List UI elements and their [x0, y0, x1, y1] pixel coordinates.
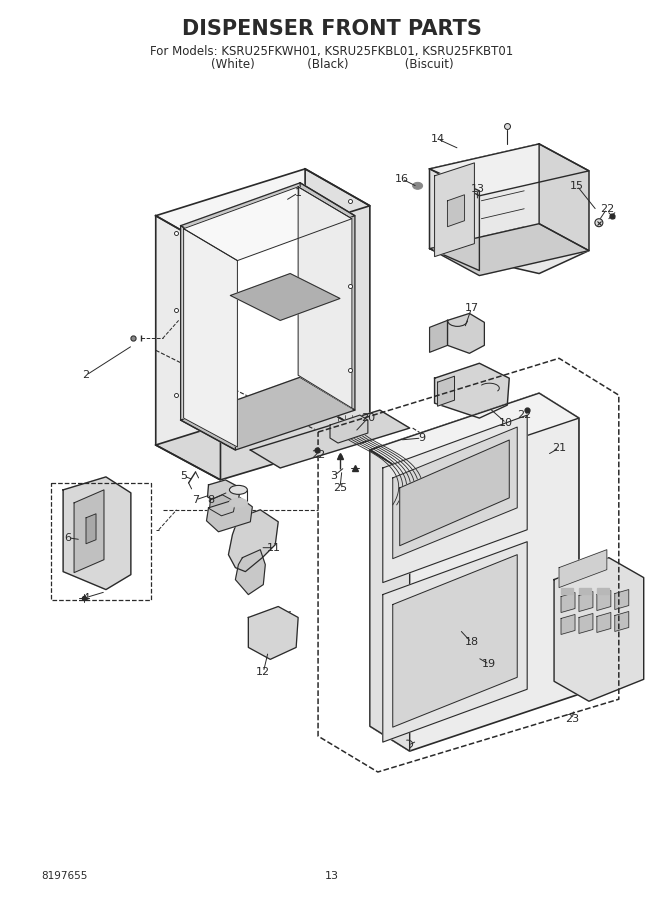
Polygon shape — [438, 376, 454, 406]
Polygon shape — [393, 554, 517, 727]
Text: 10: 10 — [499, 418, 513, 428]
Polygon shape — [300, 183, 355, 410]
Text: For Models: KSRU25FKWH01, KSRU25FKBL01, KSRU25FKBT01: For Models: KSRU25FKWH01, KSRU25FKBL01, … — [150, 45, 513, 58]
Polygon shape — [448, 313, 484, 354]
Text: 9: 9 — [418, 433, 425, 443]
Ellipse shape — [229, 499, 247, 508]
Text: 20: 20 — [361, 413, 375, 423]
Polygon shape — [579, 591, 593, 611]
Text: 6: 6 — [65, 533, 72, 543]
Polygon shape — [184, 229, 237, 447]
Polygon shape — [370, 393, 579, 752]
Polygon shape — [615, 590, 628, 609]
Polygon shape — [250, 410, 410, 468]
Polygon shape — [430, 144, 589, 196]
Polygon shape — [207, 480, 240, 506]
Polygon shape — [383, 542, 527, 742]
Polygon shape — [430, 169, 479, 271]
Polygon shape — [156, 398, 370, 480]
Text: 14: 14 — [430, 134, 445, 144]
Bar — [561, 588, 573, 594]
Text: 21: 21 — [552, 443, 566, 453]
Polygon shape — [156, 169, 370, 253]
Text: DISPENSER FRONT PARTS: DISPENSER FRONT PARTS — [182, 19, 482, 40]
Text: 19: 19 — [482, 660, 496, 670]
Polygon shape — [235, 550, 265, 595]
Polygon shape — [74, 490, 104, 572]
Polygon shape — [370, 393, 579, 475]
Polygon shape — [156, 216, 221, 480]
Polygon shape — [615, 611, 628, 632]
Text: 8: 8 — [207, 495, 214, 505]
Polygon shape — [209, 495, 235, 516]
Polygon shape — [430, 224, 589, 275]
Text: 11: 11 — [267, 543, 281, 553]
Polygon shape — [539, 144, 589, 250]
Bar — [51, 483, 151, 599]
Ellipse shape — [229, 485, 247, 494]
Polygon shape — [184, 187, 352, 261]
Polygon shape — [63, 477, 131, 590]
Ellipse shape — [595, 219, 603, 227]
Text: 12: 12 — [256, 667, 271, 678]
Polygon shape — [561, 592, 575, 613]
Text: 5: 5 — [180, 471, 187, 481]
Text: 15: 15 — [570, 181, 584, 191]
Text: 18: 18 — [464, 637, 479, 647]
Polygon shape — [248, 607, 298, 660]
Polygon shape — [597, 590, 611, 610]
Text: 3: 3 — [331, 471, 338, 481]
Text: (White)              (Black)               (Biscuit): (White) (Black) (Biscuit) — [211, 58, 454, 71]
Polygon shape — [448, 194, 464, 227]
Text: 25: 25 — [333, 483, 347, 493]
Bar — [579, 588, 591, 594]
Text: 1: 1 — [295, 188, 302, 198]
Polygon shape — [181, 183, 355, 258]
Polygon shape — [207, 498, 252, 532]
Ellipse shape — [413, 183, 423, 189]
Text: 22: 22 — [517, 410, 531, 420]
Polygon shape — [86, 514, 96, 544]
Polygon shape — [554, 558, 644, 701]
Text: 23: 23 — [565, 715, 579, 724]
Polygon shape — [231, 274, 340, 320]
Text: 7: 7 — [192, 495, 199, 505]
Text: 22: 22 — [600, 203, 614, 213]
Text: 4: 4 — [82, 592, 90, 602]
Text: 2: 2 — [82, 370, 90, 380]
Text: 13: 13 — [325, 870, 339, 881]
Polygon shape — [561, 615, 575, 634]
Text: 17: 17 — [464, 303, 479, 313]
Polygon shape — [430, 320, 448, 352]
Polygon shape — [597, 613, 611, 633]
Text: 8197655: 8197655 — [41, 870, 88, 881]
Polygon shape — [434, 163, 474, 256]
Polygon shape — [430, 144, 589, 274]
Polygon shape — [434, 364, 509, 418]
Polygon shape — [370, 450, 410, 752]
Text: 16: 16 — [395, 174, 409, 184]
Polygon shape — [305, 169, 370, 435]
Polygon shape — [383, 415, 527, 582]
Polygon shape — [181, 377, 355, 450]
Text: 22: 22 — [311, 450, 325, 460]
Polygon shape — [229, 509, 278, 572]
Bar — [597, 588, 609, 594]
Polygon shape — [298, 187, 352, 408]
Polygon shape — [181, 226, 235, 450]
Polygon shape — [330, 415, 368, 443]
Polygon shape — [559, 550, 607, 588]
Text: 13: 13 — [470, 184, 484, 194]
Polygon shape — [393, 428, 517, 559]
Polygon shape — [400, 440, 509, 545]
Polygon shape — [579, 614, 593, 634]
